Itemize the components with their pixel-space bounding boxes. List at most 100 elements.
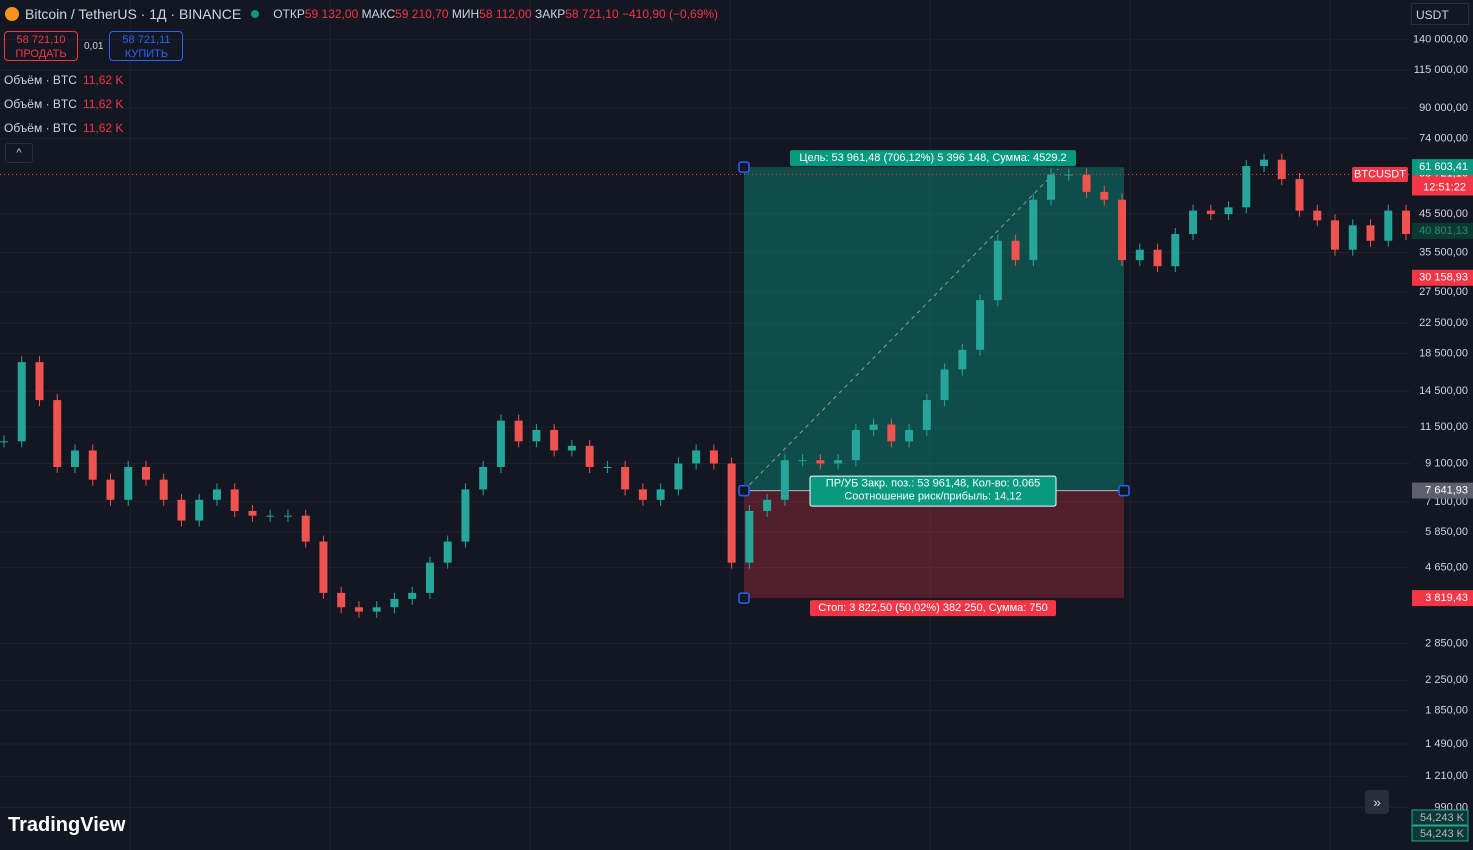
handle <box>738 592 750 604</box>
low-label: МИН <box>451 7 480 21</box>
candle <box>1171 234 1180 267</box>
v-grid <box>129 0 1331 850</box>
candle <box>1153 249 1162 267</box>
close-label: ЗАКР <box>535 7 566 21</box>
indicator[interactable]: Объём · BTC 11,62 K <box>4 73 123 87</box>
candle <box>603 466 612 468</box>
price-tag-label: 7 641,93 <box>1425 484 1468 496</box>
candle <box>621 466 630 490</box>
candle <box>1206 210 1215 215</box>
candle <box>443 541 452 563</box>
candle <box>638 489 647 500</box>
volume-label: 54,243 K <box>1420 812 1465 824</box>
candle <box>301 515 310 542</box>
sell-button[interactable]: 58 721,10 ПРОДАТЬ <box>4 31 78 61</box>
indicator-value: 11,62 K <box>82 73 124 87</box>
entry-label: ПР/УБ Закр. поз.: 53 961,48, Кол-во: 0.0… <box>826 477 1040 489</box>
candle <box>177 499 186 521</box>
price-tag-label: 3 819,43 <box>1425 592 1468 604</box>
buy-button[interactable]: 58 721,11 КУПИТЬ <box>109 31 184 61</box>
candle <box>461 489 470 542</box>
open: 59 132,00 <box>304 7 359 21</box>
handle <box>738 161 750 173</box>
candle <box>940 369 949 401</box>
candle <box>869 424 878 430</box>
price-tag <box>1412 222 1473 239</box>
candle <box>337 592 346 608</box>
price-tag <box>1412 482 1473 499</box>
y-tick-label: 1 850,00 <box>1425 704 1468 716</box>
y-tick-label: 27 500,00 <box>1419 286 1468 298</box>
price-tag-label: 40 801,13 <box>1419 225 1468 237</box>
currency[interactable]: USDT <box>1411 3 1469 25</box>
entry-label: Соотношение риск/прибыль: 14,12 <box>844 490 1021 502</box>
candle <box>656 489 665 500</box>
handle <box>1118 484 1130 497</box>
candle <box>35 362 44 401</box>
symbol-tag-box <box>1352 166 1408 182</box>
candle <box>674 463 683 490</box>
candle <box>141 466 150 480</box>
indicator[interactable]: Объём · BTC 11,62 K <box>4 121 123 135</box>
candle <box>816 460 825 464</box>
candle <box>230 489 239 511</box>
target-label-box <box>790 150 1076 167</box>
y-tick-label: 11 500,00 <box>1420 421 1468 433</box>
candle <box>567 445 576 451</box>
candle <box>585 445 594 467</box>
header: Bitcoin / TetherUS · 1Д · BINANCE ОТКР59… <box>4 6 718 22</box>
candle <box>88 450 97 480</box>
y-tick-label: 74 000,00 <box>1419 133 1468 145</box>
price-tag <box>1412 269 1473 286</box>
candle <box>53 400 62 467</box>
price-axis <box>1410 0 1473 850</box>
high-label: МАКС <box>361 7 396 21</box>
profit-zone <box>744 167 1124 491</box>
candle <box>798 460 807 462</box>
candle <box>514 420 523 442</box>
candle <box>532 429 541 442</box>
scroll-button[interactable]: » <box>1365 790 1389 814</box>
candle <box>1366 225 1375 241</box>
low: 58 112,00 <box>479 7 532 21</box>
candle <box>0 441 8 443</box>
y-tick-label: 14 500,00 <box>1419 385 1468 397</box>
volume-label: 54,243 K <box>1420 828 1465 840</box>
symbol[interactable]: Bitcoin / TetherUS · 1Д · BINANCE <box>25 6 242 22</box>
y-tick-label: 2 850,00 <box>1425 637 1468 649</box>
candle <box>372 607 381 612</box>
sell-label: ПРОДАТЬ <box>15 48 67 60</box>
y-tick-label: 18 500,00 <box>1419 347 1468 359</box>
candle <box>354 607 363 612</box>
candle <box>1384 210 1393 241</box>
price-tag <box>1412 159 1473 176</box>
sell-price: 58 721,10 <box>16 34 66 46</box>
candle <box>922 400 931 430</box>
collapse-button[interactable]: ^ <box>5 143 33 163</box>
candle <box>248 510 257 516</box>
y-tick-label: 1 490,00 <box>1425 738 1468 750</box>
candle <box>993 240 1002 301</box>
price-tag-label: 30 158,93 <box>1419 272 1468 284</box>
y-tick-label: 90 000,00 <box>1419 102 1468 114</box>
y-tick-label: 2 250,00 <box>1425 674 1468 686</box>
status-dot <box>251 10 260 18</box>
candle <box>745 510 754 563</box>
buy-price: 58 721,11 <box>122 34 171 46</box>
candle <box>958 349 967 370</box>
candle <box>390 598 399 608</box>
handle <box>738 484 750 497</box>
candle <box>709 450 718 464</box>
candle <box>159 479 168 500</box>
candle <box>195 499 204 521</box>
close: 58 721,10 <box>565 7 619 21</box>
candle <box>834 460 843 464</box>
y-tick-label: 1 210,00 <box>1425 770 1468 782</box>
candle <box>905 429 914 442</box>
y-tick-label: 4 650,00 <box>1425 561 1468 573</box>
indicator[interactable]: Объём · BTC 11,62 K <box>4 97 123 111</box>
y-tick-label: 5 850,00 <box>1425 526 1468 538</box>
candle <box>283 515 292 517</box>
btc-icon <box>5 7 19 21</box>
